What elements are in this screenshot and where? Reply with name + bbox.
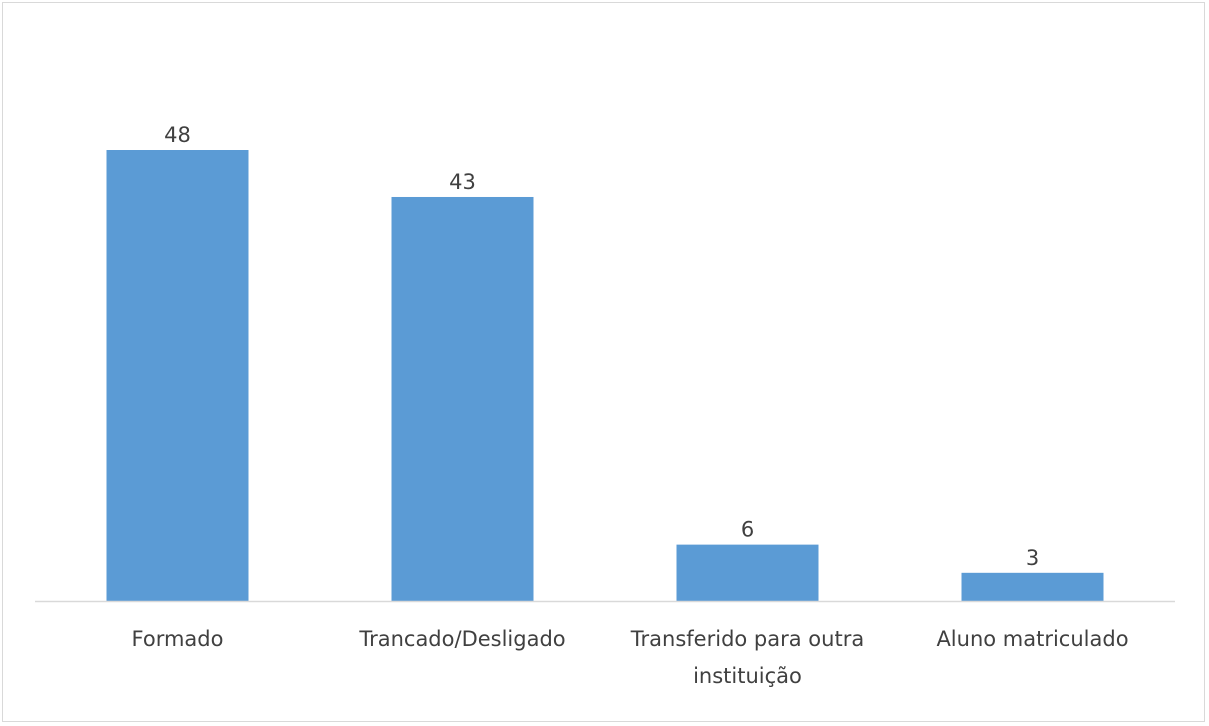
- data-label-2: 6: [741, 518, 754, 542]
- bar-0: [106, 150, 249, 601]
- data-label-0: 48: [164, 123, 191, 147]
- data-labels-layer: 48 43 6 3: [164, 123, 1039, 570]
- bar-2: [676, 544, 819, 601]
- bar-3: [961, 572, 1104, 601]
- category-label-line: Trancado/Desligado: [358, 627, 565, 651]
- category-label-1: Trancado/Desligado: [358, 627, 565, 651]
- category-label-line: Formado: [132, 627, 224, 651]
- category-label-line: instituição: [693, 664, 802, 688]
- bars-layer: [106, 150, 1104, 601]
- category-label-line: Aluno matriculado: [936, 627, 1128, 651]
- category-label-0: Formado: [132, 627, 224, 651]
- category-label-2: Transferido para outra instituição: [630, 627, 864, 688]
- category-label-3: Aluno matriculado: [936, 627, 1128, 651]
- category-label-line: Transferido para outra: [630, 627, 864, 651]
- data-label-1: 43: [449, 170, 476, 194]
- bar-1: [391, 196, 534, 601]
- category-labels-layer: Formado Trancado/Desligado Transferido par…: [132, 627, 1129, 688]
- data-label-3: 3: [1026, 546, 1039, 570]
- bar-chart: 48 43 6 3 Formado Trancado/Desligado Transfer…: [35, 123, 1175, 688]
